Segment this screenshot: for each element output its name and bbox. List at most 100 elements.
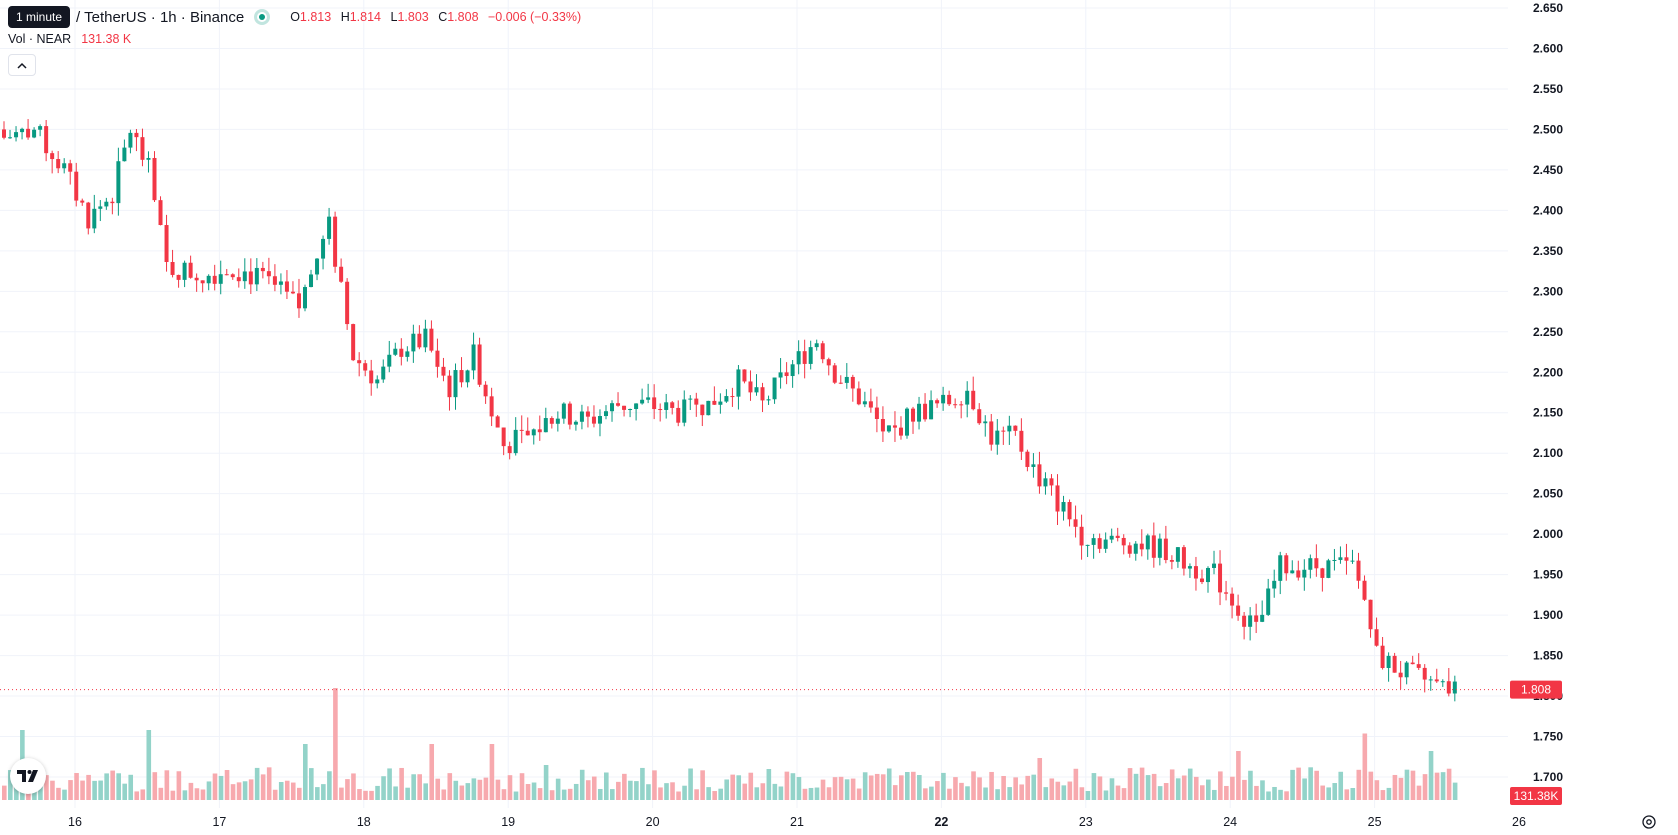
candle-body [447, 375, 452, 398]
candle-body [941, 394, 946, 404]
candle-body [838, 382, 843, 384]
candle-body [38, 126, 43, 130]
candle-body [423, 328, 428, 348]
candle-body [44, 126, 49, 154]
candle-body [1392, 655, 1397, 673]
volume-bar [1055, 781, 1061, 800]
volume-bar [585, 780, 591, 800]
candle-body [760, 387, 765, 401]
candle-body [333, 216, 338, 267]
volume-bar [1049, 778, 1055, 800]
volume-bar [1296, 767, 1301, 800]
candle-body [947, 394, 952, 405]
candle-body [50, 153, 55, 160]
candle-body [1302, 569, 1307, 578]
interval-tooltip: 1 minute [8, 6, 71, 28]
price-tick-label: 1.950 [1533, 568, 1563, 582]
price-tick-label: 2.000 [1533, 527, 1563, 541]
volume-bar [62, 789, 67, 800]
candle-body [327, 216, 332, 239]
candle-body [1079, 526, 1084, 546]
volume-bar [465, 783, 471, 800]
candle-body [1320, 568, 1325, 578]
candle-body [640, 399, 645, 404]
candle-body [363, 363, 368, 371]
volume-label[interactable]: Vol · NEAR [8, 32, 72, 46]
price-axis[interactable]: 1.7001.7501.8001.8501.9001.9502.0002.050… [1508, 0, 1678, 835]
candle-body [1097, 538, 1102, 549]
volume-bar [254, 767, 260, 800]
volume-bar [1230, 776, 1235, 800]
volume-bar [1320, 785, 1325, 800]
candle-body [730, 396, 735, 398]
settings-icon[interactable] [1640, 813, 1658, 831]
candle-body [206, 275, 211, 284]
volume-bar [1344, 789, 1350, 800]
candle-body [92, 208, 97, 229]
candle-body [844, 376, 849, 383]
symbol-title[interactable]: / TetherUS · 1h · Binance [76, 8, 245, 26]
candle-body [646, 397, 651, 400]
candle-body [1350, 560, 1355, 562]
market-status-icon[interactable] [254, 9, 271, 25]
candle-body [242, 271, 247, 282]
candle-body [977, 409, 982, 424]
price-tick-label: 2.550 [1533, 82, 1563, 96]
candle-body [1127, 545, 1132, 554]
volume-bar [50, 780, 55, 800]
volume-bar [399, 767, 404, 800]
volume-bar [176, 771, 182, 800]
candle-body [983, 421, 988, 424]
volume-bar [507, 775, 513, 800]
candle-body [345, 281, 350, 325]
volume-bar [676, 791, 681, 800]
volume-bar [411, 774, 416, 800]
volume-bar [447, 773, 453, 800]
volume-bar [1440, 772, 1446, 800]
tradingview-logo[interactable] [10, 758, 46, 794]
candle-body [272, 276, 277, 285]
candle-body [158, 200, 163, 226]
volume-bar [634, 781, 639, 800]
volume-bar [1314, 770, 1319, 800]
candle-body [826, 359, 831, 366]
volume-bar [375, 785, 380, 800]
volume-bar [730, 774, 736, 800]
volume-bar [1278, 789, 1283, 800]
candle-body [898, 427, 903, 436]
volume-bar [423, 783, 428, 800]
candle-body [501, 427, 506, 447]
candle-body [718, 401, 723, 405]
candle-body [886, 425, 891, 432]
volume-bar [579, 769, 585, 800]
price-tick-label: 2.400 [1533, 203, 1563, 217]
price-tick-label: 2.650 [1533, 1, 1563, 15]
volume-bar [832, 777, 838, 800]
candle-body [1031, 464, 1036, 467]
volume-bar [188, 782, 194, 800]
volume-bar [826, 787, 832, 800]
candle-body [700, 404, 705, 416]
candle-body [1296, 570, 1301, 578]
volume-badge [1510, 787, 1562, 805]
candle-body [712, 400, 717, 405]
volume-bar [1097, 776, 1103, 800]
volume-legend: Vol · NEAR 131.38 K [8, 32, 131, 46]
candle-body [682, 399, 687, 423]
candle-body [597, 416, 602, 424]
candle-body [254, 267, 259, 285]
candle-body [1199, 578, 1204, 583]
volume-bar [531, 782, 537, 800]
candle-body [1260, 614, 1265, 622]
collapse-legend-button[interactable] [8, 54, 36, 76]
candle-body [1284, 555, 1289, 574]
candle-body [284, 281, 289, 292]
time-axis[interactable]: 16 17 18 19 20 21 22 23 24 25 26 [0, 808, 1678, 835]
volume-bar [441, 789, 447, 800]
candle-body [248, 271, 253, 285]
volume-bar [1374, 780, 1380, 800]
volume-bar [838, 776, 844, 800]
volume-bar [1380, 790, 1386, 800]
candle-body [1103, 539, 1108, 549]
